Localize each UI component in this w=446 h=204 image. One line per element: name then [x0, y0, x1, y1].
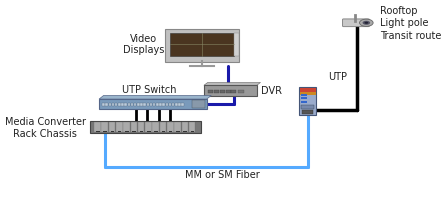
Text: MM or SM Fiber: MM or SM Fiber [186, 170, 260, 180]
Text: Media Converter
Rack Chassis: Media Converter Rack Chassis [5, 117, 86, 138]
Text: Video
Displays: Video Displays [123, 33, 164, 55]
Bar [96, 131, 99, 133]
Text: UTP: UTP [328, 71, 347, 81]
Bar [101, 123, 108, 132]
Circle shape [363, 22, 370, 26]
Bar [140, 131, 143, 133]
Bar [182, 103, 184, 106]
Bar [170, 33, 234, 57]
Bar [301, 101, 307, 103]
Bar [105, 103, 108, 106]
Bar [301, 94, 307, 96]
Bar [153, 123, 159, 132]
Bar [172, 103, 174, 106]
Bar [169, 131, 173, 133]
Bar [123, 123, 130, 132]
Bar [109, 123, 115, 132]
Bar [103, 131, 107, 133]
Bar [301, 105, 314, 110]
Bar [147, 103, 149, 106]
Bar [183, 131, 187, 133]
Bar [153, 103, 155, 106]
Bar [109, 103, 111, 106]
Bar [176, 131, 180, 133]
Polygon shape [204, 83, 260, 86]
Bar [208, 90, 213, 94]
Bar [131, 103, 133, 106]
Bar [162, 103, 165, 106]
Bar [302, 111, 314, 114]
Bar [111, 131, 114, 133]
Bar [138, 123, 145, 132]
Bar [238, 90, 244, 93]
Bar [174, 123, 181, 132]
Bar [165, 103, 168, 106]
Bar [300, 93, 316, 96]
Bar [191, 131, 194, 133]
Text: UTP Switch: UTP Switch [122, 85, 176, 95]
Circle shape [364, 23, 368, 25]
Bar [300, 88, 316, 92]
Bar [118, 103, 120, 106]
Bar [115, 103, 117, 106]
Bar [132, 131, 136, 133]
Bar [175, 103, 178, 106]
Circle shape [359, 20, 373, 27]
Bar [234, 33, 240, 57]
Bar [226, 90, 231, 94]
Bar [231, 90, 236, 94]
Bar [134, 103, 136, 106]
FancyBboxPatch shape [299, 88, 317, 115]
Bar [154, 131, 158, 133]
Text: Rooftop
Light pole
Transit route: Rooftop Light pole Transit route [380, 6, 441, 41]
Bar [112, 103, 114, 106]
FancyBboxPatch shape [165, 30, 239, 62]
Bar [118, 131, 121, 133]
Bar [131, 123, 137, 132]
Bar [214, 90, 219, 94]
Bar [167, 123, 173, 132]
Bar [192, 101, 205, 108]
Bar [116, 123, 123, 132]
Bar [102, 103, 105, 106]
Bar [128, 103, 130, 106]
Bar [121, 103, 124, 106]
Bar [140, 103, 143, 106]
Bar [144, 103, 146, 106]
Bar [220, 90, 225, 94]
Bar [147, 131, 151, 133]
Polygon shape [99, 96, 211, 100]
Bar [125, 131, 129, 133]
Bar [189, 123, 195, 132]
Bar [156, 103, 159, 106]
Bar [137, 103, 140, 106]
Bar [150, 103, 152, 106]
Bar [159, 103, 162, 106]
Bar [99, 100, 207, 109]
Bar [124, 103, 127, 106]
Bar [160, 123, 166, 132]
Bar [169, 103, 171, 106]
FancyBboxPatch shape [343, 20, 369, 28]
Bar [204, 86, 257, 97]
Bar [90, 122, 201, 133]
Bar [178, 103, 181, 106]
Bar [145, 123, 152, 132]
Text: DVR: DVR [260, 85, 281, 95]
Bar [301, 98, 307, 100]
Bar [161, 131, 165, 133]
Bar [182, 123, 188, 132]
Bar [94, 123, 101, 132]
